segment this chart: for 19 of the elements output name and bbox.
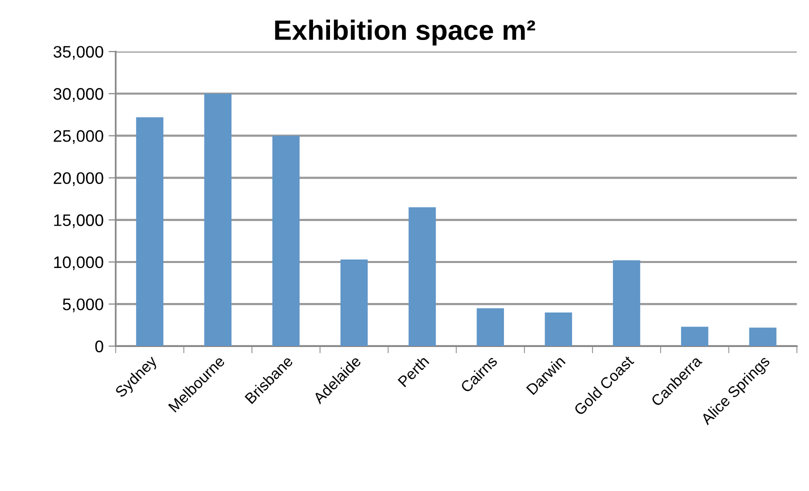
bar	[272, 136, 300, 346]
bar	[408, 207, 436, 346]
bar	[340, 259, 368, 346]
bar	[204, 94, 232, 346]
chart-title: Exhibition space m²	[275, 20, 536, 46]
y-tick-label: 10,000	[54, 256, 104, 270]
y-tick-label: 35,000	[54, 46, 104, 60]
y-tick-label: 30,000	[54, 88, 104, 102]
y-tick-label: 0	[95, 340, 104, 352]
bar	[681, 326, 708, 346]
y-tick-label: 20,000	[54, 172, 104, 186]
y-tick-label: 25,000	[54, 130, 104, 144]
bar	[476, 308, 504, 346]
bar	[612, 260, 640, 346]
y-tick-label: 15,000	[54, 214, 104, 228]
bar	[136, 117, 164, 346]
y-tick-label: 5,000	[62, 298, 104, 312]
bar	[749, 328, 776, 346]
bar	[544, 312, 572, 346]
